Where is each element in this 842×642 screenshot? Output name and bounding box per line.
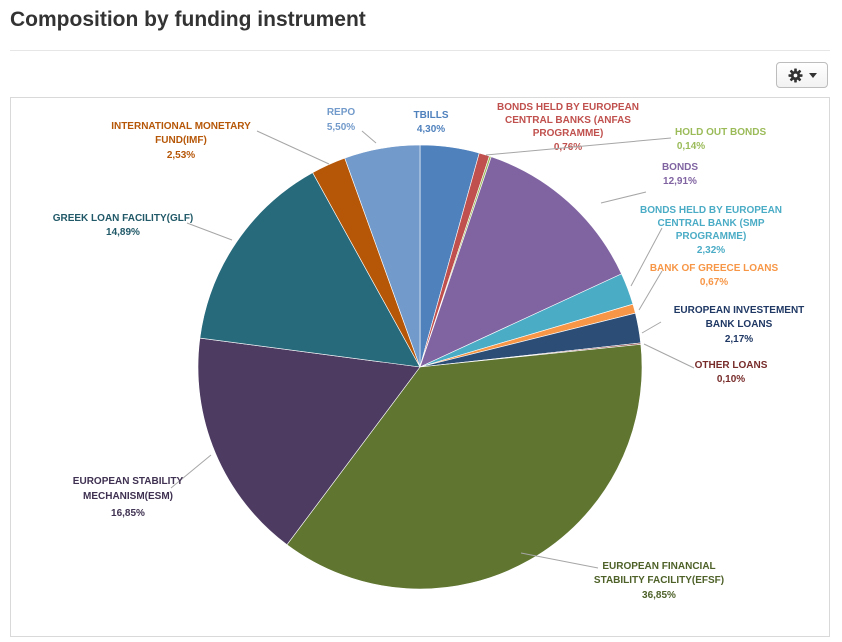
slice-label-bonds-held-by-european-central-banks-anfas-programme: PROGRAMME) [533, 128, 604, 139]
leader-line-bonds [600, 191, 647, 204]
leader-line-greek-loan-facility-glf [186, 222, 233, 241]
chart-panel: TBILLS 4,30% BONDS HELD BY EUROPEAN CENTRAL… [10, 97, 830, 637]
slice-label-other-loans: OTHER LOANS [695, 360, 768, 371]
slice-value-hold-out-bonds: 0,14% [677, 141, 705, 152]
slice-label-european-stability-mechanism-esm: EUROPEAN STABILITY [73, 476, 184, 487]
slice-label-european-stability-mechanism-esm: MECHANISM(ESM) [83, 491, 173, 502]
slice-value-repo: 5,50% [327, 122, 355, 133]
slice-label-international-monetary-fund-imf: FUND(IMF) [155, 135, 207, 146]
slice-label-european-financial-stability-facility-efsf: STABILITY FACILITY(EFSF) [594, 575, 724, 586]
settings-dropdown-button[interactable] [776, 62, 828, 88]
slice-value-greek-loan-facility-glf: 14,89% [106, 227, 140, 238]
slice-value-bonds: 12,91% [663, 176, 697, 187]
pie-chart: TBILLS 4,30% BONDS HELD BY EUROPEAN CENTRAL… [53, 102, 805, 601]
caret-down-icon [808, 72, 817, 78]
slice-value-tbills: 4,30% [417, 124, 445, 135]
leader-line-international-monetary-fund-imf [256, 130, 330, 165]
slice-label-tbills: TBILLS [414, 110, 449, 121]
pie-slice-european-financial-stability-facility-efsf[interactable] [286, 344, 643, 590]
page-title: Composition by funding instrument [10, 8, 366, 31]
slice-label-european-investement-bank-loans: BANK LOANS [706, 319, 773, 330]
leader-line-bonds-held-by-european-central-bank-smp-programme [630, 227, 663, 287]
slice-value-european-stability-mechanism-esm: 16,85% [111, 508, 145, 519]
pie-slice-greek-loan-facility-glf[interactable] [199, 172, 421, 368]
gear-icon [787, 67, 803, 83]
slice-label-bonds-held-by-european-central-bank-smp-programme: CENTRAL BANK (SMP [657, 218, 764, 229]
slice-label-repo: REPO [327, 107, 356, 118]
slice-label-bonds-held-by-european-central-banks-anfas-programme: CENTRAL BANKS (ANFAS [505, 115, 631, 126]
leader-line-bank-of-greece-loans [638, 270, 663, 311]
slice-label-international-monetary-fund-imf: INTERNATIONAL MONETARY [111, 121, 251, 132]
slice-label-hold-out-bonds: HOLD OUT BONDS [675, 127, 766, 138]
leader-line-european-stability-mechanism-esm [170, 454, 212, 489]
slice-label-bank-of-greece-loans: BANK OF GREECE LOANS [650, 263, 779, 274]
slice-label-bonds-held-by-european-central-bank-smp-programme: PROGRAMME) [676, 231, 747, 242]
title-divider [10, 50, 830, 51]
slice-value-international-monetary-fund-imf: 2,53% [167, 150, 195, 161]
leader-line-other-loans [643, 343, 695, 369]
slice-label-european-financial-stability-facility-efsf: EUROPEAN FINANCIAL [602, 561, 715, 572]
slice-label-bonds-held-by-european-central-bank-smp-programme: BONDS HELD BY EUROPEAN [640, 205, 782, 216]
pie-slice-repo[interactable] [344, 144, 421, 368]
leader-line-hold-out-bonds [485, 137, 672, 156]
slice-value-bank-of-greece-loans: 0,67% [700, 277, 728, 288]
slice-label-bonds-held-by-european-central-banks-anfas-programme: BONDS HELD BY EUROPEAN [497, 102, 639, 113]
slice-label-bonds: BONDS [662, 162, 698, 173]
slice-value-european-financial-stability-facility-efsf: 36,85% [642, 590, 676, 601]
pie-slice-bonds[interactable] [419, 156, 622, 368]
slice-label-greek-loan-facility-glf: GREEK LOAN FACILITY(GLF) [53, 213, 194, 224]
slice-label-european-investement-bank-loans: EUROPEAN INVESTEMENT [674, 305, 805, 316]
leader-line-european-financial-stability-facility-efsf [520, 552, 599, 569]
slice-value-other-loans: 0,10% [717, 374, 745, 385]
leader-line-european-investement-bank-loans [641, 321, 662, 334]
slice-value-bonds-held-by-european-central-bank-smp-programme: 2,32% [697, 245, 725, 256]
slice-value-european-investement-bank-loans: 2,17% [725, 334, 753, 345]
leader-line-repo [361, 130, 377, 144]
pie-slice-european-stability-mechanism-esm[interactable] [197, 337, 421, 546]
